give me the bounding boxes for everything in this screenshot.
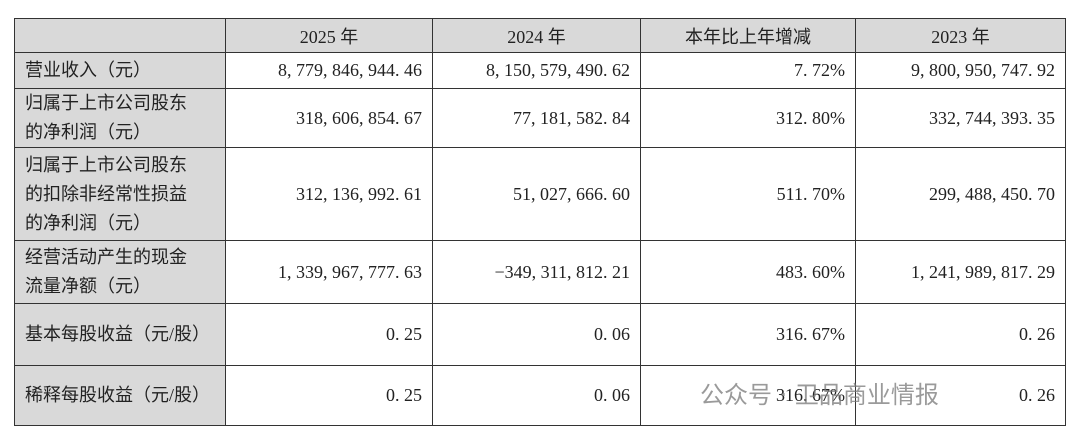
value-cell: 511. 70% bbox=[640, 147, 856, 241]
row-label: 归属于上市公司股东的净利润（元） bbox=[14, 88, 226, 148]
row-label: 经营活动产生的现金流量净额（元） bbox=[14, 240, 226, 304]
row-label: 基本每股收益（元/股） bbox=[14, 303, 226, 366]
table-row: 经营活动产生的现金流量净额（元） 1, 339, 967, 777. 63 −349… bbox=[14, 240, 1066, 304]
row-label: 归属于上市公司股东的扣除非经常性损益的净利润（元） bbox=[14, 147, 226, 241]
value-cell: −349, 311, 812. 21 bbox=[432, 240, 641, 304]
table-row: 归属于上市公司股东的扣除非经常性损益的净利润（元） 312, 136, 992. … bbox=[14, 147, 1066, 241]
value-cell: 9, 800, 950, 747. 92 bbox=[855, 52, 1066, 89]
value-cell: 8, 779, 846, 944. 46 bbox=[225, 52, 433, 89]
header-cell: 本年比上年增减 bbox=[640, 18, 856, 53]
header-cell: 2023 年 bbox=[855, 18, 1066, 53]
value-cell: 312, 136, 992. 61 bbox=[225, 147, 433, 241]
value-cell: 0. 25 bbox=[225, 303, 433, 366]
header-row: 2025 年 2024 年本年比上年增减 2023 年 bbox=[14, 18, 1066, 53]
value-cell: 1, 241, 989, 817. 29 bbox=[855, 240, 1066, 304]
value-cell: 8, 150, 579, 490. 62 bbox=[432, 52, 641, 89]
table-row: 营业收入（元） 8, 779, 846, 944. 46 8, 150, 579, … bbox=[14, 52, 1066, 89]
value-cell: 1, 339, 967, 777. 63 bbox=[225, 240, 433, 304]
table-row: 基本每股收益（元/股） 0. 25 0. 06 316. 67% 0. 26 bbox=[14, 303, 1066, 366]
watermark: 公众号 · 卫品商业情报 bbox=[700, 381, 939, 409]
table-body: 营业收入（元） 8, 779, 846, 944. 46 8, 150, 579, … bbox=[14, 52, 1066, 426]
value-cell: 7. 72% bbox=[640, 52, 856, 89]
value-cell: 0. 06 bbox=[432, 303, 641, 366]
value-cell: 318, 606, 854. 67 bbox=[225, 88, 433, 148]
value-cell: 0. 25 bbox=[225, 365, 433, 426]
header-cell bbox=[14, 18, 226, 53]
table-row: 归属于上市公司股东的净利润（元） 318, 606, 854. 67 77, 181… bbox=[14, 88, 1066, 148]
value-cell: 316. 67% bbox=[640, 303, 856, 366]
data-table: 2025 年 2024 年本年比上年增减 2023 年 营业收入（元） 8, 779,… bbox=[14, 18, 1066, 426]
value-cell: 483. 60% bbox=[640, 240, 856, 304]
header-cell: 2024 年 bbox=[432, 18, 641, 53]
value-cell: 0. 26 bbox=[855, 303, 1066, 366]
header-cell: 2025 年 bbox=[225, 18, 433, 53]
row-label: 稀释每股收益（元/股） bbox=[14, 365, 226, 426]
row-label: 营业收入（元） bbox=[14, 52, 226, 89]
value-cell: 316. 67% bbox=[640, 365, 856, 426]
value-cell: 299, 488, 450. 70 bbox=[855, 147, 1066, 241]
value-cell: 312. 80% bbox=[640, 88, 856, 148]
value-cell: 332, 744, 393. 35 bbox=[855, 88, 1066, 148]
value-cell: 51, 027, 666. 60 bbox=[432, 147, 641, 241]
value-cell: 0. 26 bbox=[855, 365, 1066, 426]
value-cell: 77, 181, 582. 84 bbox=[432, 88, 641, 148]
table-row: 稀释每股收益（元/股） 0. 25 0. 06 316. 67% 0. 26 bbox=[14, 365, 1066, 426]
value-cell: 0. 06 bbox=[432, 365, 641, 426]
